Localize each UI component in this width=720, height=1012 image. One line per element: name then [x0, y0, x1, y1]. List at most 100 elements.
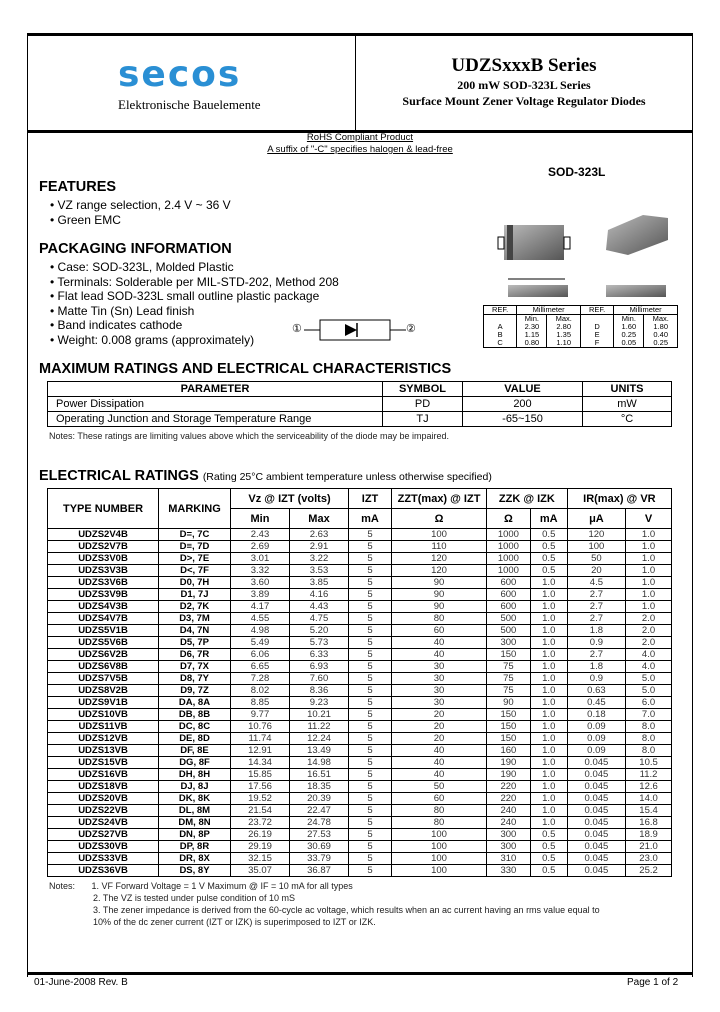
type-number: UDZS15VB [47, 756, 159, 769]
package-drawing-icon [497, 215, 668, 297]
cell: 1.0 [625, 528, 672, 541]
cell: 1.0 [625, 600, 672, 613]
type-number: UDZS5V6B [47, 636, 159, 649]
marking: D3, 7M [158, 612, 231, 625]
table-row: UDZS11VB DC, 8C 10.76 11.22 5 20 150 1.0 0.09 8.0 [47, 720, 672, 733]
cell: 40 [391, 636, 488, 649]
page-border-right [692, 33, 693, 977]
cell: 30 [391, 696, 488, 709]
type-number: UDZS3V9B [47, 588, 159, 601]
notes-label: Notes: [49, 881, 76, 891]
col-subheader: Ω [391, 508, 488, 529]
cell: 1000 [486, 540, 531, 553]
cell: 5 [348, 864, 393, 877]
cell: 150 [486, 732, 531, 745]
cell: 60 [391, 624, 488, 637]
cell: 330 [486, 864, 531, 877]
type-number: UDZS2V4B [47, 528, 159, 541]
cell: 1.0 [529, 612, 568, 625]
type-number: UDZS13VB [47, 744, 159, 757]
electrical-table: TYPE NUMBER MARKING Vz @ IZT (volts) IZT… [47, 488, 673, 877]
cell: 600 [486, 588, 531, 601]
marking: D9, 7Z [158, 684, 231, 697]
cell: 5 [348, 648, 393, 661]
note-3-cont: 10% of the dc zener current (IZT or IZK)… [93, 917, 376, 927]
cell: 0.25 [643, 339, 678, 348]
cell: 5 [348, 744, 393, 757]
cell: 1.0 [529, 696, 568, 709]
electrical-title: ELECTRICAL RATINGS [39, 468, 199, 484]
type-number: UDZS11VB [47, 720, 159, 733]
table-row: UDZS27VB DN, 8P 26.19 27.53 5 100 300 0.5 0.045 1… [47, 828, 672, 841]
cell: 32.15 [230, 852, 290, 865]
cell: 1000 [486, 528, 531, 541]
table-row: UDZS22VB DL, 8M 21.54 22.47 5 80 240 1.0 0.045 15… [47, 804, 672, 817]
cell: 100 [391, 828, 488, 841]
marking: D6, 7R [158, 648, 231, 661]
cell: 90 [391, 600, 488, 613]
cell: 8.02 [230, 684, 290, 697]
marking: DR, 8X [158, 852, 231, 865]
cell: 300 [486, 636, 531, 649]
type-number: UDZS20VB [47, 792, 159, 805]
cell: 5.20 [288, 624, 350, 637]
cell: 0.045 [566, 768, 627, 781]
table-row: UDZS3V3B D<, 7F 3.32 3.53 5 120 1000 0.5 20 1.0 [47, 564, 672, 577]
cell: 21.0 [625, 840, 672, 853]
cell: 5.0 [625, 672, 672, 685]
cell: 24.78 [288, 816, 350, 829]
type-number: UDZS3V6B [47, 576, 159, 589]
cell: 2.0 [625, 612, 672, 625]
cell: 0.5 [529, 840, 568, 853]
packaging-heading: PACKAGING INFORMATION [39, 241, 232, 257]
cell: 1.0 [529, 660, 568, 673]
cell: 75 [486, 684, 531, 697]
list-item: VZ range selection, 2.4 V ~ 36 V [50, 198, 231, 213]
cell: 11.2 [625, 768, 672, 781]
cell: 150 [486, 708, 531, 721]
cell: 80 [391, 816, 488, 829]
cell: 5 [348, 588, 393, 601]
list-item: Band indicates cathode [50, 318, 339, 333]
max-ratings-note: Notes: These ratings are limiting values… [49, 431, 450, 441]
features-heading: FEATURES [39, 179, 117, 195]
marking: DC, 8C [158, 720, 231, 733]
cell: 14.0 [625, 792, 672, 805]
table-row: UDZS8V2B D9, 7Z 8.02 8.36 5 30 75 1.0 0.63 5.0 [47, 684, 672, 697]
cell: 8.85 [230, 696, 290, 709]
cell: 5 [348, 612, 393, 625]
cell: 0.5 [529, 864, 568, 877]
marking: DG, 8F [158, 756, 231, 769]
cell: 2.0 [625, 624, 672, 637]
cell: 5 [348, 552, 393, 565]
diode-symbol-icon [304, 319, 406, 341]
table-row: UDZS20VB DK, 8K 19.52 20.39 5 60 220 1.0 0.045 14… [47, 792, 672, 805]
cell: 8.0 [625, 720, 672, 733]
cell: 8.0 [625, 744, 672, 757]
cell: 2.0 [625, 636, 672, 649]
cell: 1000 [486, 552, 531, 565]
cell: 26.19 [230, 828, 290, 841]
table-row: UDZS9V1B DA, 8A 8.85 9.23 5 30 90 1.0 0.45 6.0 [47, 696, 672, 709]
cell: 5 [348, 792, 393, 805]
marking: DN, 8P [158, 828, 231, 841]
cell: 80 [391, 612, 488, 625]
cell: 7.0 [625, 708, 672, 721]
cell: 5 [348, 708, 393, 721]
type-number: UDZS9V1B [47, 696, 159, 709]
type-number: UDZS7V5B [47, 672, 159, 685]
cell: 20.39 [288, 792, 350, 805]
cell: 4.0 [625, 648, 672, 661]
cell: 6.33 [288, 648, 350, 661]
cell: 3.53 [288, 564, 350, 577]
cell: 75 [486, 672, 531, 685]
cell: 5 [348, 768, 393, 781]
cell: 0.5 [529, 564, 568, 577]
cell: 120 [391, 552, 488, 565]
cell: 0.5 [529, 540, 568, 553]
cell: 0.045 [566, 780, 627, 793]
cell: 6.93 [288, 660, 350, 673]
cell: 0.09 [566, 744, 627, 757]
marking: DF, 8E [158, 744, 231, 757]
marking: D>, 7E [158, 552, 231, 565]
